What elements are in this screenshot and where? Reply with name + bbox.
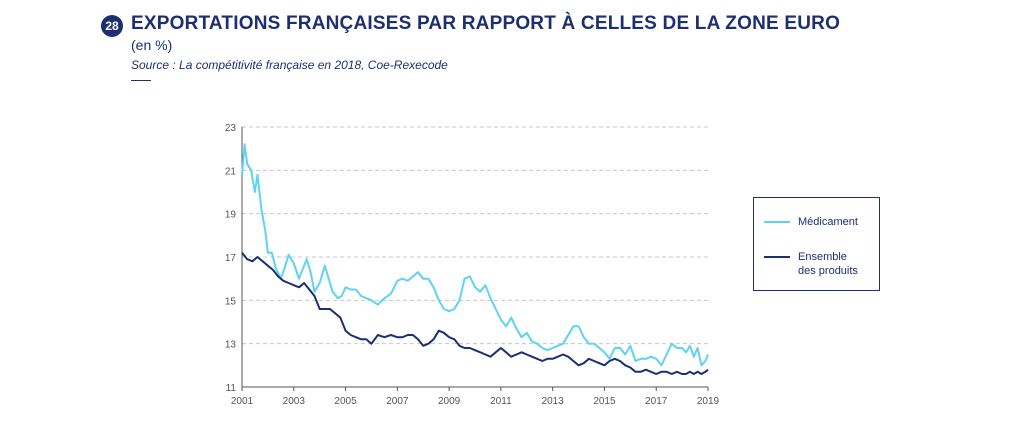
y-tick-label-15: 15: [225, 296, 237, 307]
y-tick-label-17: 17: [225, 253, 237, 264]
x-tick-label-2013: 2013: [542, 396, 565, 407]
y-tick-label-11: 11: [226, 383, 237, 394]
x-tick-label-2007: 2007: [386, 396, 409, 407]
x-tick-label-2019: 2019: [697, 396, 720, 407]
x-tick-label-2015: 2015: [593, 396, 616, 407]
chart-legend: Médicament Ensemble des produits: [753, 197, 880, 291]
x-tick-label-2005: 2005: [334, 396, 357, 407]
legend-swatch-ensemble: [764, 256, 790, 258]
legend-label-ensemble: Ensemble des produits: [798, 251, 858, 277]
y-tick-label-19: 19: [225, 210, 237, 221]
chart-number-badge: 28: [101, 15, 123, 37]
y-tick-labels: 11 13 15 17 19 21 23: [225, 123, 237, 394]
chart-unit: (en %): [131, 37, 173, 53]
series-lines: [241, 143, 709, 375]
y-tick-label-23: 23: [225, 123, 237, 134]
source-underline: [131, 80, 151, 81]
legend-item-ensemble: Ensemble des produits: [764, 250, 858, 278]
y-tick-label-21: 21: [225, 166, 237, 177]
x-tick-labels: 2001 2003 2005 2007 2009 2011 2013 2015 2017 2019: [231, 396, 720, 407]
x-tick-label-2003: 2003: [283, 396, 306, 407]
series-line-0: [241, 143, 709, 367]
x-tick-label-2011: 2011: [490, 396, 512, 407]
x-tick-label-2001: 2001: [231, 396, 254, 407]
legend-item-medicament: Médicament: [764, 215, 858, 229]
x-tick-label-2009: 2009: [438, 396, 461, 407]
axes: [241, 127, 709, 391]
y-tick-label-13: 13: [225, 340, 237, 351]
chart-title: EXPORTATIONS FRANÇAISES PAR RAPPORT À CE…: [131, 13, 841, 34]
legend-label-medicament: Médicament: [798, 216, 858, 228]
x-tick-label-2017: 2017: [645, 396, 668, 407]
series-line-1: [241, 252, 709, 375]
chart-source: Source : La compétitivité française en 2…: [131, 58, 448, 72]
legend-swatch-medicament: [764, 221, 790, 223]
grid-lines: [242, 126, 708, 345]
